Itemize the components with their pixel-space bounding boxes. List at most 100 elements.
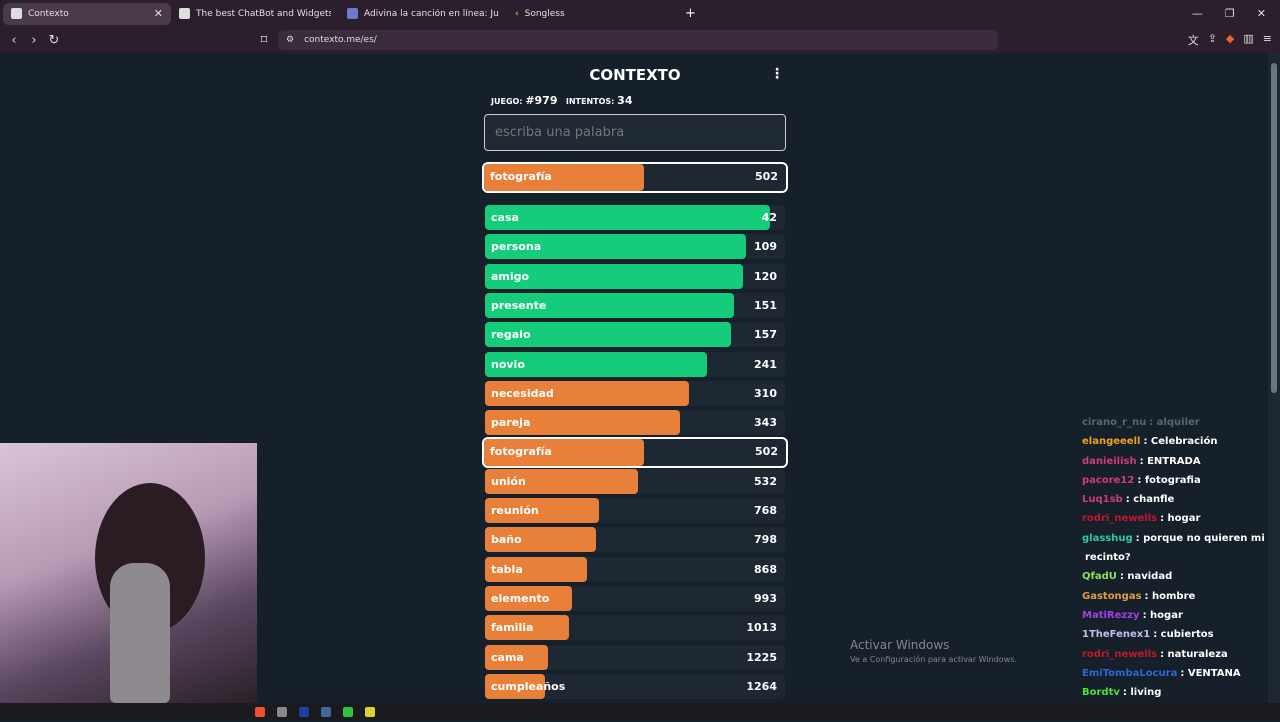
app-taskbar-icon[interactable] xyxy=(277,706,287,717)
guess-row: necesidad 310 xyxy=(485,380,785,406)
guess-word: fotografía xyxy=(490,170,552,183)
guess-distance: 993 xyxy=(754,591,777,605)
minimize-button[interactable]: — xyxy=(1191,7,1203,20)
guess-distance: 868 xyxy=(754,562,777,576)
forward-icon[interactable]: › xyxy=(31,32,37,48)
similarity-bar xyxy=(485,234,746,260)
menu-icon[interactable]: ≡ xyxy=(1262,32,1272,45)
notes-taskbar-icon[interactable] xyxy=(365,706,375,717)
chat-text: : naturaleza xyxy=(1160,648,1228,660)
chat-message: glasshug: porque no quieren mi xyxy=(1082,529,1268,548)
similarity-bar xyxy=(485,351,707,377)
guess-word: fotografía xyxy=(490,445,552,459)
steam-taskbar-icon[interactable] xyxy=(321,706,331,717)
guess-distance: 241 xyxy=(754,357,777,371)
chat-message: rodri_newells: naturaleza xyxy=(1082,645,1268,664)
similarity-bar xyxy=(485,380,689,406)
guess-word: casa xyxy=(491,211,519,224)
chat-text: : chanfle xyxy=(1125,494,1175,506)
similarity-bar xyxy=(485,673,545,699)
similarity-bar xyxy=(485,292,734,318)
similarity-bar xyxy=(485,527,596,553)
chat-text: : hogar xyxy=(1142,609,1183,621)
guess-distance: 343 xyxy=(754,416,777,430)
chat-message: cirano_r_nu: alquiler xyxy=(1082,413,1268,432)
guess-distance: 120 xyxy=(754,269,777,283)
translate-icon[interactable]: 文 xyxy=(1187,34,1199,47)
chat-username[interactable]: rodri_newells xyxy=(1082,513,1158,525)
brave-taskbar-icon[interactable] xyxy=(255,706,265,717)
bookmark-icon[interactable]: ⌑ xyxy=(260,32,268,48)
chat-username[interactable]: 1TheFenex1 xyxy=(1082,629,1151,641)
guess-row: cumpleaños 1264 xyxy=(485,673,785,699)
chat-username[interactable]: Luq1sb xyxy=(1082,494,1123,506)
chat-message: recinto? xyxy=(1082,548,1268,567)
chat-username[interactable]: Gastongas xyxy=(1082,590,1142,602)
microphone xyxy=(110,563,170,703)
chat-username[interactable]: glasshug xyxy=(1082,532,1133,544)
guess-distance: 798 xyxy=(754,533,777,547)
guess-row: fotografía 502 xyxy=(482,162,788,193)
close-window-button[interactable]: ✕ xyxy=(1256,7,1266,20)
guess-word: reunión xyxy=(491,504,539,517)
chat-username[interactable]: elangeeell xyxy=(1082,436,1141,448)
tab-contexto[interactable]: Contexto ✕ xyxy=(3,2,171,25)
similarity-bar xyxy=(485,644,548,670)
contexto-favicon xyxy=(11,8,22,19)
kick-taskbar-icon[interactable] xyxy=(343,706,353,717)
chat-username[interactable]: danieilish xyxy=(1082,455,1137,467)
guess-word: presente xyxy=(491,298,547,312)
share-icon[interactable]: ⇪ xyxy=(1207,32,1217,45)
similarity-bar xyxy=(485,498,599,523)
new-tab-button[interactable]: + xyxy=(685,6,696,21)
guess-word: pareja xyxy=(491,416,531,430)
address-bar[interactable]: ⚙ contexto.me/es/ xyxy=(278,30,998,50)
chat-text: : fotografia xyxy=(1137,474,1201,486)
tab-chatbot[interactable]: The best ChatBot and Widgets fo xyxy=(171,3,339,25)
more-options-icon[interactable]: ⋮ xyxy=(770,66,784,82)
chat-username[interactable]: EmiTombaLocura xyxy=(1082,667,1178,679)
guess-distance: 1225 xyxy=(746,650,777,664)
chat-message: EmiTombaLocura: VENTANA xyxy=(1082,664,1268,683)
brave-shield-icon[interactable]: ◆ xyxy=(1225,32,1235,45)
chat-username[interactable]: rodri_newells xyxy=(1082,648,1158,660)
guess-word: necesidad xyxy=(491,386,554,400)
chat-text: : ENTRADA xyxy=(1139,455,1201,467)
guess-row: elemento 993 xyxy=(485,585,785,611)
chat-username[interactable]: cirano_r_nu xyxy=(1082,417,1147,428)
chat-text: : living xyxy=(1122,687,1162,699)
site-settings-icon[interactable]: ⚙ xyxy=(286,35,295,45)
chat-username[interactable]: MatiRezzy xyxy=(1082,609,1140,621)
chat-message: Luq1sb: chanfle xyxy=(1082,490,1268,509)
guess-distance: 502 xyxy=(755,445,778,459)
chat-username[interactable]: Bordtv xyxy=(1082,687,1120,699)
chat-message: QfadU: navidad xyxy=(1082,567,1268,586)
guess-distance: 157 xyxy=(754,328,777,342)
tab-songless[interactable]: ‹ Songless xyxy=(515,8,565,19)
close-tab-icon[interactable]: ✕ xyxy=(153,7,163,20)
scrollbar[interactable] xyxy=(1268,53,1280,703)
chat-text: : porque no quieren mi xyxy=(1135,532,1265,544)
chat-message: Bordtv: living xyxy=(1082,683,1268,702)
chat-message: rodri_newells: hogar xyxy=(1082,509,1268,528)
sidebar-icon[interactable]: ▥ xyxy=(1243,32,1254,45)
similarity-bar xyxy=(484,439,645,467)
windows-watermark: Activar Windows xyxy=(850,638,950,652)
chat-text: : hombre xyxy=(1144,590,1196,602)
premiere-taskbar-icon[interactable] xyxy=(299,706,309,717)
guess-row: presente 151 xyxy=(485,292,785,318)
guess-row: familia 1013 xyxy=(485,615,785,641)
guess-distance: 1264 xyxy=(746,679,777,693)
reload-icon[interactable]: ↻ xyxy=(48,32,60,48)
back-icon[interactable]: ‹ xyxy=(11,32,17,48)
guess-row: reunión 768 xyxy=(485,498,785,523)
guess-word: tabla xyxy=(491,562,523,576)
chat-username[interactable]: pacore12 xyxy=(1082,474,1135,486)
word-input[interactable] xyxy=(484,114,786,151)
chat-text: : navidad xyxy=(1119,571,1173,583)
chat-username[interactable]: QfadU xyxy=(1082,571,1117,583)
guess-row: baño 798 xyxy=(485,527,785,553)
chat-text: recinto? xyxy=(1085,552,1131,564)
tab-adivina[interactable]: Adivina la canción en línea: Juegos d xyxy=(339,3,507,25)
maximize-button[interactable]: ❐ xyxy=(1224,7,1235,20)
